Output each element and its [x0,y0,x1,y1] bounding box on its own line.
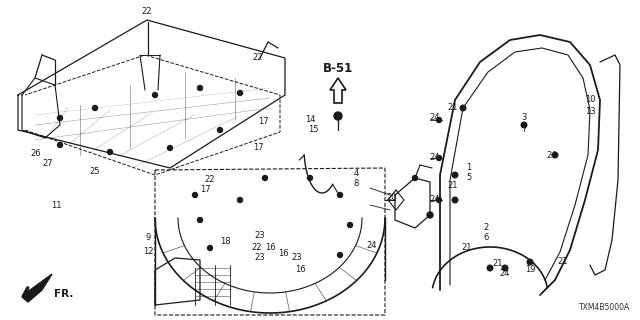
Text: 4: 4 [353,169,358,178]
Text: 8: 8 [353,179,358,188]
Text: 14: 14 [305,116,316,124]
Text: 11: 11 [51,201,61,210]
Text: 6: 6 [483,234,489,243]
Text: 22: 22 [253,52,263,61]
Circle shape [58,116,63,121]
Circle shape [207,245,212,251]
Circle shape [552,152,558,158]
Text: 24: 24 [429,114,440,123]
Text: 21: 21 [557,258,568,267]
Circle shape [427,212,433,218]
Text: 19: 19 [525,266,535,275]
Text: 21: 21 [461,244,472,252]
Text: 18: 18 [220,237,230,246]
Circle shape [193,193,198,197]
Text: 1: 1 [467,163,472,172]
Text: FR.: FR. [54,289,74,299]
Circle shape [436,156,442,161]
Text: 2: 2 [483,223,488,233]
Text: 16: 16 [265,244,275,252]
Circle shape [168,146,173,150]
Circle shape [334,112,342,120]
Polygon shape [22,274,52,302]
Circle shape [337,252,342,258]
Circle shape [262,175,268,180]
Circle shape [502,265,508,271]
Circle shape [348,222,353,228]
Circle shape [527,259,532,265]
Text: 24: 24 [429,196,440,204]
Text: 15: 15 [308,125,318,134]
Text: 24: 24 [429,154,440,163]
Text: 24: 24 [547,150,557,159]
Circle shape [307,175,312,180]
Text: 21: 21 [493,259,503,268]
Text: 24: 24 [500,268,510,277]
Circle shape [218,127,223,132]
Circle shape [521,122,527,128]
Circle shape [436,117,442,123]
Circle shape [436,197,442,203]
Text: 10: 10 [585,95,595,105]
Text: 17: 17 [200,186,211,195]
Circle shape [413,175,417,180]
Text: 16: 16 [294,266,305,275]
Text: 23: 23 [292,253,302,262]
Circle shape [93,106,97,110]
Text: 25: 25 [90,167,100,177]
Text: 21: 21 [448,180,458,189]
Text: 22: 22 [141,7,152,17]
Text: 23: 23 [255,253,266,262]
Text: 22: 22 [252,244,262,252]
Text: 20: 20 [387,194,397,203]
Text: 13: 13 [585,108,595,116]
Circle shape [237,197,243,203]
Text: TXM4B5000A: TXM4B5000A [579,303,630,312]
Text: 9: 9 [145,233,150,242]
Text: 12: 12 [143,246,153,255]
Text: 23: 23 [255,230,266,239]
Text: 27: 27 [43,158,53,167]
Text: 17: 17 [258,117,268,126]
Circle shape [487,265,493,271]
Circle shape [237,91,243,95]
Text: 7: 7 [522,125,527,134]
Text: 24: 24 [367,241,377,250]
Text: B-51: B-51 [323,61,353,75]
Text: 21: 21 [448,103,458,113]
Circle shape [452,197,458,203]
Text: 5: 5 [467,173,472,182]
Circle shape [198,218,202,222]
Text: 16: 16 [278,249,288,258]
Text: 26: 26 [31,148,42,157]
Circle shape [108,149,113,155]
Circle shape [198,85,202,91]
Circle shape [452,172,458,178]
Circle shape [152,92,157,98]
Text: 3: 3 [522,114,527,123]
Circle shape [58,142,63,148]
Circle shape [337,193,342,197]
Circle shape [460,105,466,111]
Text: 17: 17 [253,143,263,153]
Text: 22: 22 [205,175,215,185]
